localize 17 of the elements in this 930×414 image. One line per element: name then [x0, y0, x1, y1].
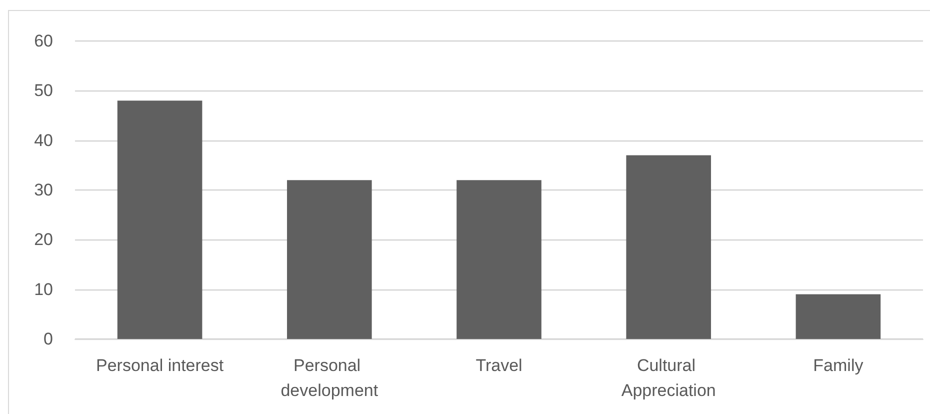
- y-tick-label: 50: [34, 81, 53, 100]
- x-tick-label: Travel: [476, 356, 522, 375]
- bar: [456, 180, 542, 339]
- x-tick-label: Family: [813, 356, 864, 375]
- y-tick-label: 40: [34, 130, 53, 150]
- bar: [287, 180, 372, 339]
- bar: [117, 100, 202, 339]
- y-tick-label: 30: [34, 180, 53, 200]
- y-tick-label: 0: [44, 330, 53, 348]
- y-tick-label: 60: [34, 32, 53, 50]
- x-tick-label: Cultural Appreciation: [621, 356, 716, 400]
- y-tick-label: 20: [34, 230, 53, 250]
- bar: [626, 155, 711, 339]
- x-tick-label: Personal interest: [96, 356, 224, 375]
- x-tick-label: Personal development: [280, 356, 378, 400]
- y-tick-label: 10: [34, 280, 53, 299]
- bar: [796, 294, 881, 339]
